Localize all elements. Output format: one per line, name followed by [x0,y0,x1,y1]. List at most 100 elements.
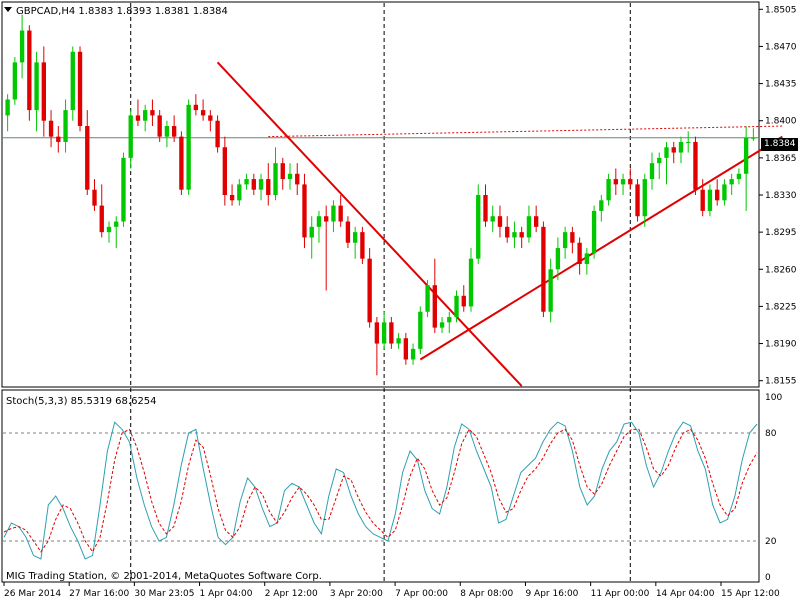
candle [171,115,177,142]
candle-body [41,62,46,121]
candle-body [454,295,459,318]
candle [635,179,640,222]
candle-body [27,30,32,111]
candle-body [715,189,720,201]
symbol-header: GBPCAD,H4 1.8383 1.8393 1.8381 1.8384 [16,6,228,17]
candle [63,99,68,153]
candle-body [171,126,177,137]
price-tick-label: 1.8260 [765,265,797,275]
trendlines[interactable] [216,61,783,387]
candle-body [85,126,90,190]
candle-body [439,322,445,328]
candle-body [99,205,104,233]
stoch-main-line [3,421,758,560]
candle [128,110,133,169]
candle-body [381,322,387,344]
candle-body [345,221,351,243]
price-tick-label: 1.8330 [765,191,797,201]
triangle-down-icon[interactable] [4,7,12,12]
current-price-label: 1.8384 [761,138,798,151]
candle-body [497,216,503,227]
candle [70,46,75,121]
candle [743,126,749,211]
candle [280,157,285,190]
time-tick-label: 1 Apr 04:00 [200,589,253,599]
candle [686,131,691,153]
candle [447,311,452,333]
candle-body [577,242,582,264]
candle-body [128,115,133,158]
candle [389,317,394,349]
candle-body [555,248,561,270]
candle-body [92,189,97,206]
candle [157,110,162,142]
candle [237,179,242,206]
candle [106,221,112,243]
indicator-pane-frame [1,389,760,583]
candle [48,110,54,148]
candle-body [751,137,756,139]
candle-body [635,184,640,217]
candle-body [476,195,481,259]
candle-body [483,195,488,222]
candle-body [447,317,452,323]
time-tick-label: 14 Apr 04:00 [656,589,715,599]
time-tick-label: 2 Apr 12:00 [265,589,318,599]
candle [533,205,539,233]
candle [497,205,503,238]
candle [135,99,141,127]
candle [309,216,314,259]
stoch-level-label: 20 [765,537,777,547]
candle [179,131,184,195]
candle-body [135,115,141,121]
candle-body [613,179,618,185]
candle [19,14,25,79]
candle [164,120,170,148]
candle [418,306,423,355]
candle [541,221,546,318]
candle-body [251,179,256,190]
candle-body [396,338,401,344]
candle [114,216,119,249]
candle [664,141,669,185]
candle-body [222,147,228,195]
candle-body [324,216,329,222]
candle [34,51,39,132]
candle-body [584,253,590,264]
candle-body [121,157,126,222]
candle-body [150,110,155,116]
horizontal-dotted-line [268,125,783,138]
candle-body [5,99,10,116]
candle-body [606,179,611,201]
candle [85,110,90,195]
time-tick-label: 3 Apr 20:00 [330,589,383,599]
candle [584,248,590,275]
price-tick-label: 1.8505 [765,5,797,15]
candle-body [143,110,148,121]
candle [251,173,256,195]
candle-body [48,120,54,137]
candle-body [63,110,68,142]
candle [345,216,351,249]
candle-body [258,179,264,190]
candle-body [664,147,669,158]
price-tick-label: 1.8435 [765,80,797,90]
candle [613,168,618,195]
candle [186,99,191,195]
candle [693,136,698,195]
candle [707,184,713,217]
candle-body [461,295,466,307]
candle-body [157,115,162,137]
candle [671,141,676,164]
candle-body [106,226,112,233]
candle [77,46,83,132]
time-tick-label: 11 Apr 00:00 [591,589,650,599]
candle [620,173,626,195]
candle [483,184,488,227]
candle [505,216,510,243]
price-tick-label: 1.8470 [765,42,797,52]
candle-body [591,210,597,254]
candle [410,343,416,365]
